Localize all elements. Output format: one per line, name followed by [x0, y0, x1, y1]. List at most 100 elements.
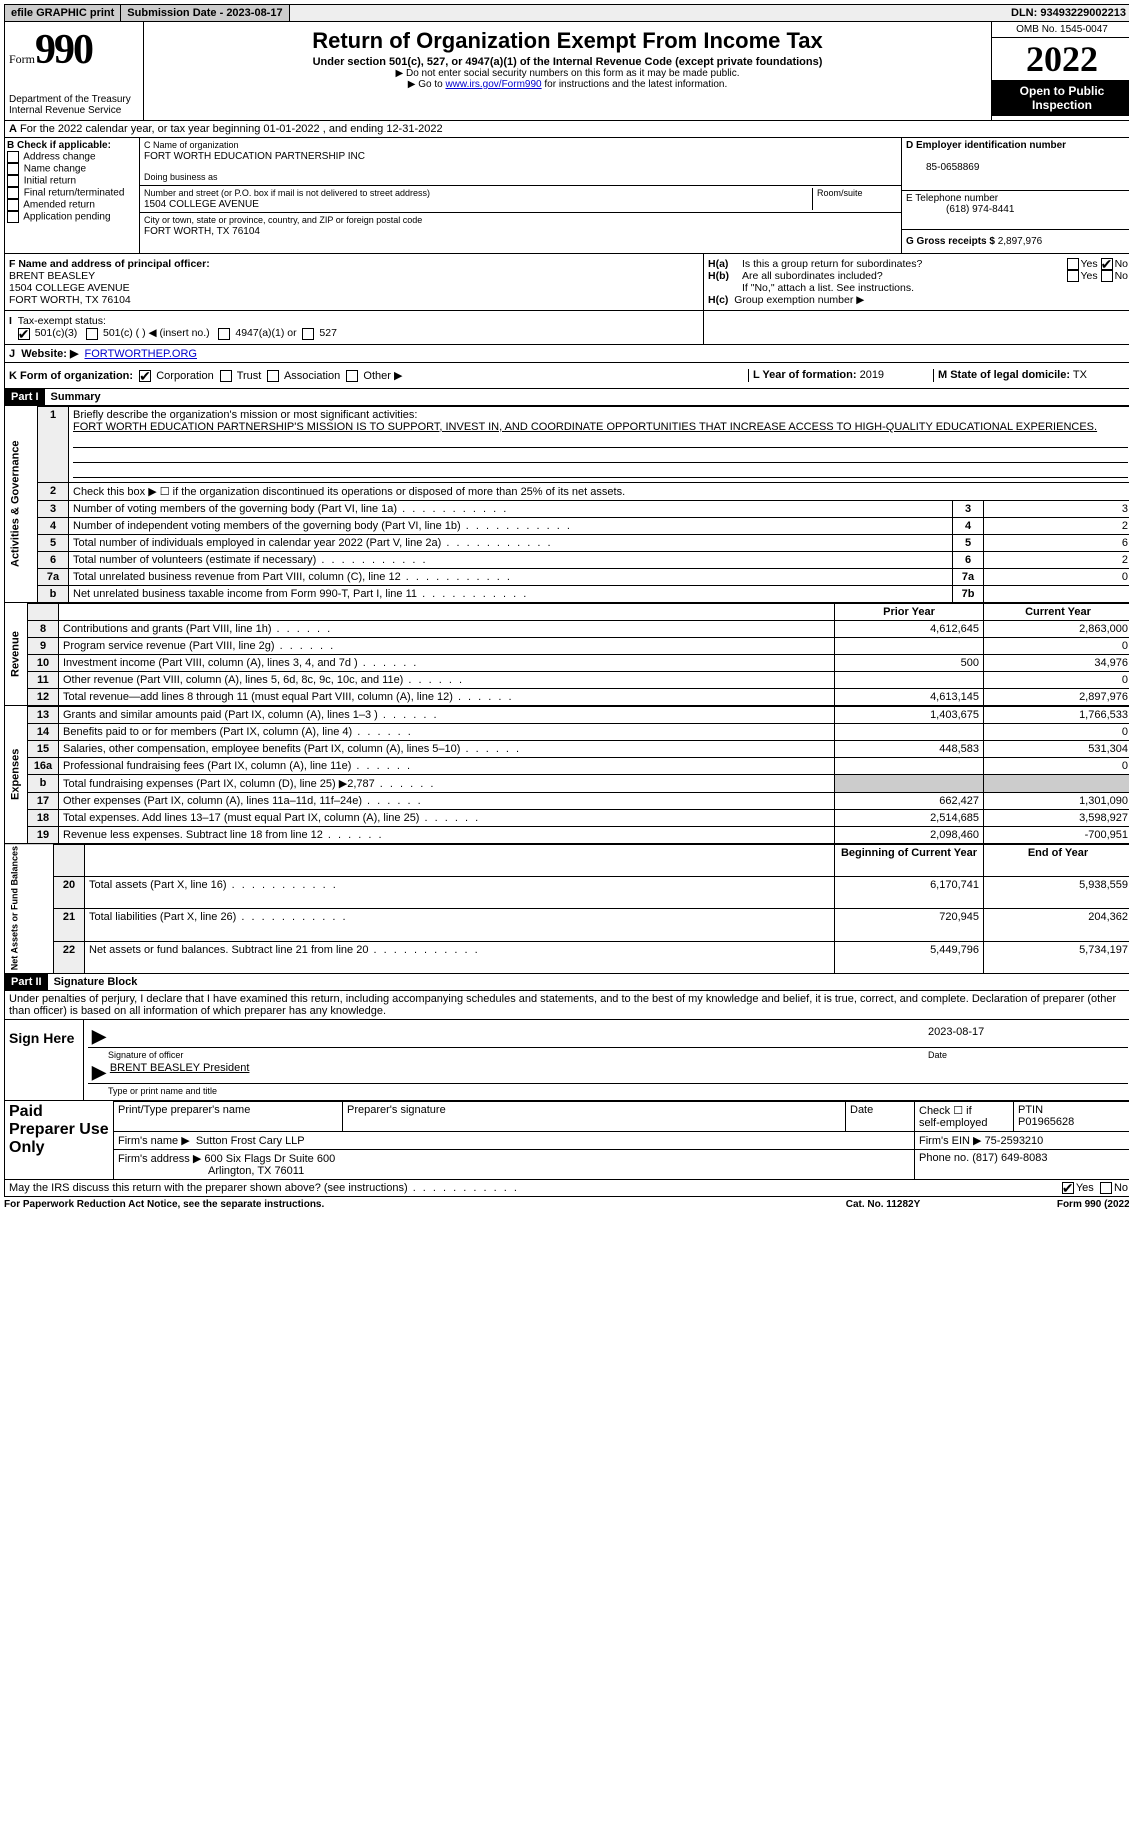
chk-ha-no[interactable]: [1101, 258, 1113, 270]
signer-name-label: Type or print name and title: [88, 1086, 1128, 1096]
omb-number: OMB No. 1545-0047: [992, 22, 1129, 38]
part1-bar: Part I: [5, 389, 45, 405]
section-bcdeg: B Check if applicable: Address change Na…: [4, 138, 1129, 254]
chk-hb-yes[interactable]: [1067, 270, 1079, 282]
mission-label: Briefly describe the organization's miss…: [73, 409, 417, 421]
goto-pre: ▶ Go to: [408, 79, 446, 90]
form-org-label: K Form of organization:: [9, 370, 133, 382]
domicile-label: M State of legal domicile:: [938, 369, 1070, 381]
opt-4947: 4947(a)(1) or: [235, 327, 296, 339]
firm-addr2: Arlington, TX 76011: [118, 1165, 304, 1177]
sign-here-block: Sign Here ▶ 2023-08-17 Signature of offi…: [4, 1020, 1129, 1101]
discuss-text: May the IRS discuss this return with the…: [9, 1182, 1062, 1194]
chk-discuss-no[interactable]: [1100, 1182, 1112, 1194]
opt-amended: Amended return: [23, 200, 95, 211]
hc-label: H(c): [708, 294, 728, 306]
box-deg: D Employer identification number 85-0658…: [901, 138, 1129, 253]
officer-addr1: 1504 COLLEGE AVENUE: [9, 282, 130, 294]
prep-title: Paid Preparer Use Only: [5, 1101, 114, 1179]
sign-here-label: Sign Here: [5, 1020, 84, 1100]
line2: Check this box ▶ ☐ if the organization d…: [69, 482, 1129, 500]
box-f: F Name and address of principal officer:…: [5, 254, 703, 310]
opt-corp: Corporation: [156, 370, 213, 382]
opt-other: Other ▶: [363, 370, 402, 382]
chk-pending[interactable]: [7, 211, 19, 223]
preparer-table: Paid Preparer Use Only Print/Type prepar…: [4, 1101, 1129, 1180]
chk-discuss-yes[interactable]: [1062, 1182, 1074, 1194]
prep-h4b: self-employed: [919, 1117, 987, 1129]
top-bar: efile GRAPHIC print Submission Date - 20…: [4, 4, 1129, 22]
form-subtitle: Under section 501(c), 527, or 4947(a)(1)…: [148, 56, 987, 68]
ha-label: H(a): [708, 258, 742, 270]
prep-h1: Print/Type preparer's name: [114, 1101, 343, 1131]
footer-mid: Cat. No. 11282Y: [783, 1199, 983, 1210]
firm-addr1: 600 Six Flags Dr Suite 600: [204, 1153, 335, 1165]
chk-501c3[interactable]: [18, 328, 30, 340]
ein-value: 85-0658869: [906, 162, 979, 173]
section-j: J Website: ▶ FORTWORTHEP.ORG: [4, 345, 1129, 363]
chk-ha-yes[interactable]: [1067, 258, 1079, 270]
chk-4947[interactable]: [218, 328, 230, 340]
part1-title: Summary: [45, 389, 107, 405]
submission-date: Submission Date - 2023-08-17: [121, 5, 289, 21]
dba-label: Doing business as: [144, 172, 218, 182]
no-label2: No: [1115, 270, 1128, 282]
penalty-text: Under penalties of perjury, I declare th…: [4, 991, 1129, 1020]
sig-date-label: Date: [928, 1050, 1128, 1060]
section-klm: K Form of organization: Corporation Trus…: [4, 363, 1129, 389]
chk-corp[interactable]: [139, 370, 151, 382]
chk-other[interactable]: [346, 370, 358, 382]
chk-hb-no[interactable]: [1101, 270, 1113, 282]
opt-assoc: Association: [284, 370, 340, 382]
sig-officer-label: Signature of officer: [88, 1050, 928, 1060]
footer-left: For Paperwork Reduction Act Notice, see …: [4, 1199, 783, 1210]
part2-header: Part II Signature Block: [4, 974, 1129, 991]
ha-text: Is this a group return for subordinates?: [742, 258, 1067, 270]
chk-501c[interactable]: [86, 328, 98, 340]
org-name-label: C Name of organization: [144, 140, 239, 150]
opt-501c: 501(c) ( ) ◀ (insert no.): [103, 327, 210, 339]
section-fh: F Name and address of principal officer:…: [4, 254, 1129, 311]
line-a-text: For the 2022 calendar year, or tax year …: [20, 123, 443, 135]
room-label: Room/suite: [817, 188, 863, 198]
firm-name: Sutton Frost Cary LLP: [196, 1135, 305, 1147]
opt-pending: Application pending: [23, 212, 110, 223]
box-b-title: B Check if applicable:: [7, 140, 111, 151]
tax-status-label: Tax-exempt status:: [18, 315, 106, 327]
year-form-label: L Year of formation:: [753, 369, 857, 381]
website-link[interactable]: FORTWORTHEP.ORG: [85, 348, 197, 360]
tax-year: 2022: [992, 38, 1129, 80]
irs-label: Internal Revenue Service: [9, 105, 139, 116]
discuss-yes: Yes: [1076, 1182, 1094, 1194]
section-i: I Tax-exempt status: 501(c)(3) 501(c) ( …: [4, 311, 1129, 344]
goto-note: ▶ Go to www.irs.gov/Form990 for instruct…: [148, 79, 987, 90]
form-number: 990: [35, 27, 92, 73]
firm-ein-label: Firm's EIN ▶: [919, 1135, 982, 1147]
chk-amended[interactable]: [7, 199, 19, 211]
signer-name: BRENT BEASLEY President: [110, 1062, 250, 1083]
ptin-value: P01965628: [1018, 1116, 1074, 1128]
page-footer: For Paperwork Reduction Act Notice, see …: [4, 1197, 1129, 1212]
summary-table: Activities & Governance 1 Briefly descri…: [4, 406, 1129, 603]
chk-final[interactable]: [7, 187, 19, 199]
irs-link[interactable]: www.irs.gov/Form990: [445, 79, 541, 90]
chk-527[interactable]: [302, 328, 314, 340]
chk-initial[interactable]: [7, 175, 19, 187]
gross-label: G Gross receipts $: [906, 236, 995, 247]
opt-initial: Initial return: [24, 176, 76, 187]
efile-print-button[interactable]: efile GRAPHIC print: [5, 5, 121, 21]
chk-name-change[interactable]: [7, 163, 19, 175]
footer-right: Form 990 (2022): [983, 1199, 1129, 1210]
opt-527: 527: [319, 327, 337, 339]
prep-h3: Date: [846, 1101, 915, 1131]
year-form-val: 2019: [860, 369, 884, 381]
part1-header: Part I Summary: [4, 389, 1129, 406]
phone-label: E Telephone number: [906, 193, 998, 204]
chk-address-change[interactable]: [7, 151, 19, 163]
firm-addr-label: Firm's address ▶: [118, 1153, 201, 1165]
hb-text: Are all subordinates included?: [742, 270, 1067, 282]
chk-assoc[interactable]: [267, 370, 279, 382]
opt-501c3: 501(c)(3): [35, 327, 78, 339]
gross-value: 2,897,976: [998, 236, 1043, 247]
chk-trust[interactable]: [220, 370, 232, 382]
